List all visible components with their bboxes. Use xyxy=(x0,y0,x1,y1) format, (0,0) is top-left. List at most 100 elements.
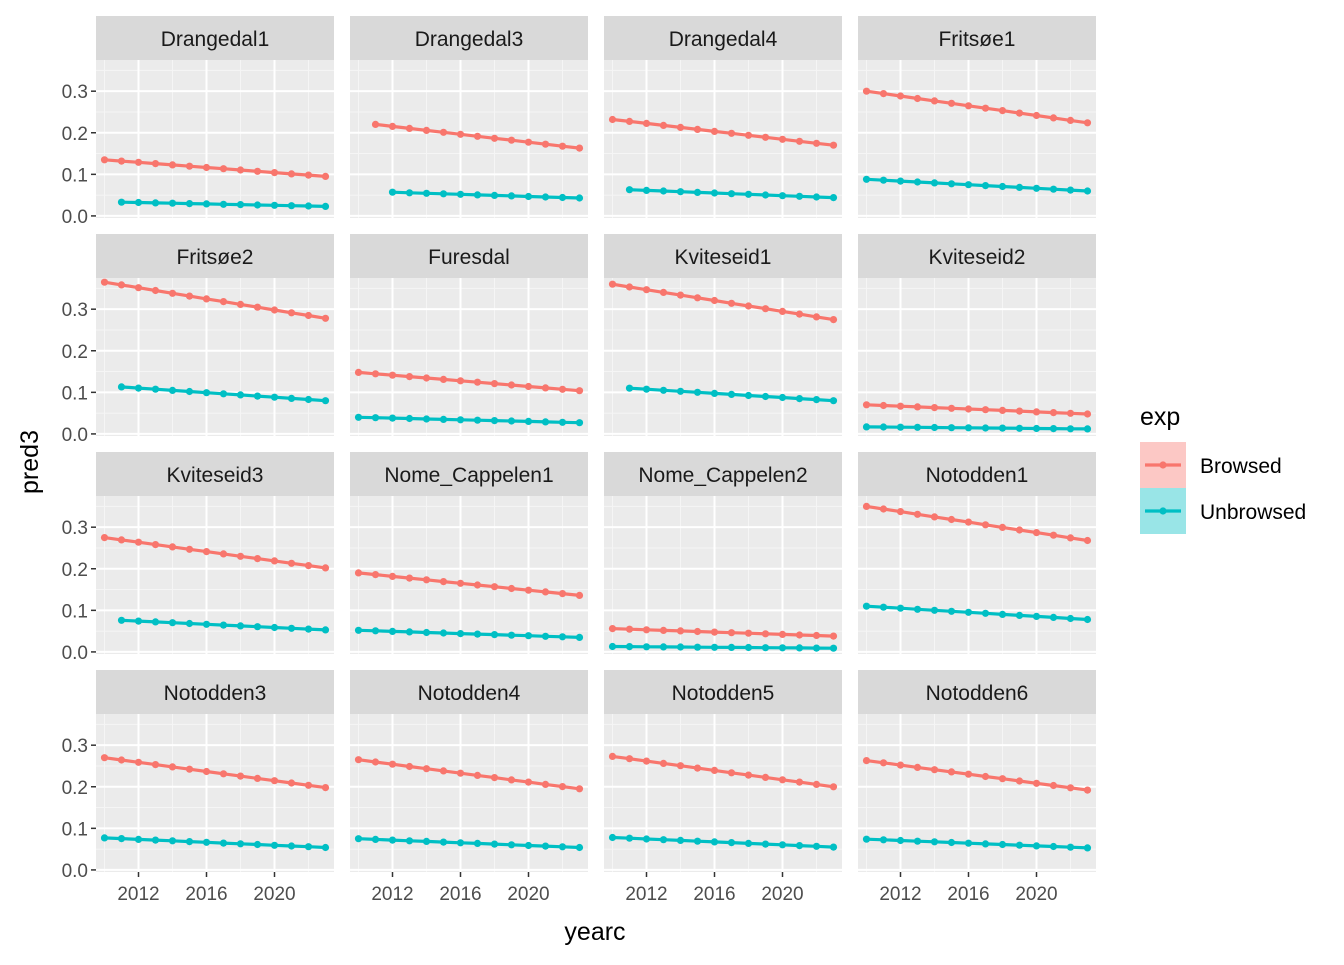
data-point xyxy=(151,618,160,626)
series-unbrowsed xyxy=(608,642,838,652)
data-point xyxy=(524,841,533,850)
data-point xyxy=(829,632,838,640)
data-point xyxy=(896,402,905,410)
data-point xyxy=(1015,526,1024,534)
data-point xyxy=(100,534,109,542)
legend-item: Browsed xyxy=(1140,442,1282,488)
data-point xyxy=(236,772,245,780)
data-point xyxy=(659,121,668,129)
facet-strip xyxy=(96,16,334,60)
data-point xyxy=(981,521,990,529)
y-tick-label: 0.1 xyxy=(62,165,88,186)
series-unbrowsed xyxy=(608,833,838,851)
data-point xyxy=(354,626,363,634)
data-point xyxy=(287,394,296,402)
panel-background xyxy=(96,60,334,218)
data-point xyxy=(558,783,567,791)
data-point xyxy=(405,628,414,636)
data-point xyxy=(1083,410,1092,418)
facet-strip-label: Kviteseid3 xyxy=(167,464,264,487)
data-point xyxy=(812,780,821,789)
y-tick-label: 0.0 xyxy=(62,643,88,664)
data-point xyxy=(1066,186,1075,194)
x-tick-label: 2020 xyxy=(761,884,803,905)
series-unbrowsed xyxy=(862,835,1092,852)
data-point xyxy=(473,771,482,780)
data-point xyxy=(253,623,262,631)
legend-item: Unbrowsed xyxy=(1140,488,1306,534)
data-point xyxy=(321,843,330,852)
data-point xyxy=(761,305,770,313)
data-point xyxy=(134,158,143,166)
data-point xyxy=(439,838,448,846)
data-point xyxy=(862,757,871,765)
data-point xyxy=(117,198,126,206)
data-point xyxy=(930,766,939,774)
data-point xyxy=(693,294,702,302)
data-point xyxy=(693,125,702,133)
data-point xyxy=(1049,613,1058,622)
data-point xyxy=(1032,612,1041,621)
data-point xyxy=(1015,611,1024,620)
data-point xyxy=(439,415,448,423)
data-point xyxy=(117,756,126,764)
data-point xyxy=(642,286,651,294)
data-point xyxy=(541,588,550,596)
data-point xyxy=(862,175,871,183)
data-point xyxy=(541,780,550,789)
facet-strip xyxy=(350,16,588,60)
data-point xyxy=(795,395,804,403)
data-point xyxy=(270,169,279,177)
data-point xyxy=(998,424,1007,432)
data-point xyxy=(1066,116,1075,124)
data-point xyxy=(321,397,330,405)
facet-strip-label: Notodden3 xyxy=(164,682,267,705)
data-point xyxy=(896,508,905,516)
series-browsed xyxy=(100,156,330,180)
data-point xyxy=(321,202,330,210)
data-point xyxy=(693,627,702,636)
data-point xyxy=(930,179,939,187)
data-point xyxy=(744,190,753,198)
data-point xyxy=(693,388,702,396)
data-point xyxy=(879,603,888,611)
data-point xyxy=(625,283,634,291)
data-point xyxy=(659,836,668,844)
data-point xyxy=(304,625,313,633)
data-point xyxy=(473,839,482,848)
data-point xyxy=(507,417,516,425)
series-unbrowsed xyxy=(862,423,1092,433)
series-browsed xyxy=(862,502,1092,545)
data-point xyxy=(1083,187,1092,195)
data-point xyxy=(659,643,668,651)
data-point xyxy=(1015,424,1024,432)
data-point xyxy=(608,625,617,633)
facet-strip-label: Drangedal3 xyxy=(415,28,524,51)
data-point xyxy=(117,157,126,165)
data-point xyxy=(998,840,1007,849)
data-point xyxy=(795,778,804,786)
data-point xyxy=(473,191,482,199)
data-point xyxy=(608,280,617,288)
panel-background xyxy=(858,496,1096,654)
data-point xyxy=(117,835,126,843)
series-unbrowsed xyxy=(388,188,584,202)
data-point xyxy=(287,170,296,178)
data-point xyxy=(321,784,330,792)
data-point xyxy=(151,761,160,769)
data-point xyxy=(354,835,363,843)
series-unbrowsed xyxy=(117,616,330,634)
x-tick-label: 2016 xyxy=(439,884,481,905)
data-point xyxy=(473,132,482,140)
series-browsed xyxy=(862,401,1092,418)
facet-strip-label: Nome_Cappelen1 xyxy=(384,464,553,487)
data-point xyxy=(1015,109,1024,117)
data-point xyxy=(947,99,956,107)
data-point xyxy=(490,417,499,425)
data-point xyxy=(219,200,228,208)
data-point xyxy=(558,418,567,426)
series-unbrowsed xyxy=(354,835,584,852)
data-point xyxy=(422,126,431,134)
data-point xyxy=(710,189,719,197)
